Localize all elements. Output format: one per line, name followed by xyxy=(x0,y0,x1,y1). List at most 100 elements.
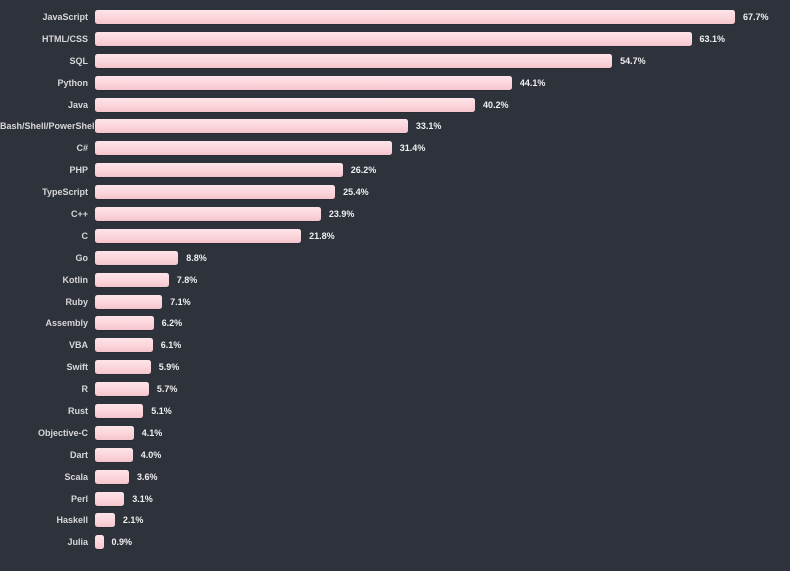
bar-track: 25.4% xyxy=(95,185,790,200)
bar-row: Rust 5.1% xyxy=(0,400,790,422)
bar-track: 0.9% xyxy=(95,535,790,550)
bar-row: Swift 5.9% xyxy=(0,356,790,378)
bar-track: 33.1% xyxy=(95,119,790,134)
bar xyxy=(95,513,115,528)
bar-row: Bash/Shell/PowerShell 33.1% xyxy=(0,115,790,137)
bar xyxy=(95,75,512,90)
category-label: Go xyxy=(75,252,89,263)
category-label: VBA xyxy=(68,340,88,351)
category-label: Perl xyxy=(70,493,88,504)
bar-track: 6.1% xyxy=(95,338,790,353)
bar-row: C# 31.4% xyxy=(0,137,790,159)
bar xyxy=(95,9,735,24)
value-label: 21.8% xyxy=(309,230,335,241)
category-label: JavaScript xyxy=(42,11,88,22)
bar xyxy=(95,31,692,46)
category-label: Swift xyxy=(66,362,89,373)
bar-track: 2.1% xyxy=(95,513,790,528)
category-label: Rust xyxy=(68,405,88,416)
bar-track: 7.8% xyxy=(95,272,790,287)
bar xyxy=(95,272,169,287)
value-label: 33.1% xyxy=(415,121,442,132)
bar xyxy=(95,53,613,68)
value-label: 4.1% xyxy=(141,427,163,438)
bar-track: 44.1% xyxy=(95,75,790,90)
bar-row: Kotlin 7.8% xyxy=(0,269,790,291)
bar-track: 5.9% xyxy=(95,360,790,375)
bar-row: Dart 4.0% xyxy=(0,444,790,466)
bar-row: VBA 6.1% xyxy=(0,334,790,356)
bar xyxy=(95,163,343,178)
category-label: R xyxy=(81,384,89,395)
category-label: Scala xyxy=(64,471,88,482)
category-label: C xyxy=(81,230,89,241)
category-label: Julia xyxy=(67,537,88,548)
bar-row: R 5.7% xyxy=(0,378,790,400)
bar-row: Assembly 6.2% xyxy=(0,312,790,334)
value-label: 7.8% xyxy=(176,274,198,285)
value-label: 2.1% xyxy=(122,515,144,526)
value-label: 40.2% xyxy=(483,99,509,110)
bar xyxy=(95,447,133,462)
value-label: 54.7% xyxy=(620,55,646,66)
bar xyxy=(95,382,149,397)
bar-row: SQL 54.7% xyxy=(0,50,790,72)
bar-track: 4.1% xyxy=(95,425,790,440)
bar xyxy=(95,535,104,550)
bar-track: 26.2% xyxy=(95,163,790,178)
bar-track: 4.0% xyxy=(95,447,790,462)
bar xyxy=(95,316,154,331)
value-label: 5.7% xyxy=(156,384,178,395)
bar xyxy=(95,185,336,200)
category-label: Java xyxy=(67,99,88,110)
value-label: 63.1% xyxy=(699,33,726,44)
value-label: 26.2% xyxy=(350,165,377,176)
value-label: 31.4% xyxy=(399,143,426,154)
bar xyxy=(95,119,408,134)
category-label: Python xyxy=(57,77,89,88)
bar xyxy=(95,360,151,375)
bar-track: 7.1% xyxy=(95,294,790,309)
category-label: Assembly xyxy=(45,318,88,329)
bar-row: Perl 3.1% xyxy=(0,488,790,510)
bar xyxy=(95,250,179,265)
bar-track: 3.6% xyxy=(95,469,790,484)
bar-row: Ruby 7.1% xyxy=(0,291,790,313)
bar-row: C++ 23.9% xyxy=(0,203,790,225)
bar xyxy=(95,425,134,440)
bar xyxy=(95,403,144,418)
bar-track: 31.4% xyxy=(95,141,790,156)
category-label: SQL xyxy=(69,55,88,66)
bar-track: 67.7% xyxy=(95,9,790,24)
value-label: 4.0% xyxy=(140,449,162,460)
bar-row: JavaScript 67.7% xyxy=(0,6,790,28)
bar-track: 6.2% xyxy=(95,316,790,331)
bar-track: 8.8% xyxy=(95,250,790,265)
category-label: Bash/Shell/PowerShell xyxy=(0,121,98,132)
value-label: 5.1% xyxy=(151,405,172,416)
category-label: Objective-C xyxy=(37,427,88,438)
bar-track: 54.7% xyxy=(95,53,790,68)
bar-track: 40.2% xyxy=(95,97,790,112)
category-label: PHP xyxy=(69,165,88,176)
bar-track: 23.9% xyxy=(95,206,790,221)
category-label: C++ xyxy=(70,208,88,219)
value-label: 6.1% xyxy=(160,340,182,351)
value-label: 23.9% xyxy=(328,208,355,219)
bar-row: HTML/CSS 63.1% xyxy=(0,28,790,50)
value-label: 3.1% xyxy=(132,493,153,504)
bar-row: Python 44.1% xyxy=(0,72,790,94)
value-label: 5.9% xyxy=(158,362,180,373)
bar-row: Scala 3.6% xyxy=(0,466,790,488)
bar-row: Objective-C 4.1% xyxy=(0,422,790,444)
bar-row: C 21.8% xyxy=(0,225,790,247)
value-label: 0.9% xyxy=(111,537,133,548)
bar xyxy=(95,469,129,484)
bar-row: PHP 26.2% xyxy=(0,159,790,181)
category-label: TypeScript xyxy=(42,187,88,198)
category-label: Kotlin xyxy=(62,274,89,285)
bar xyxy=(95,97,475,112)
bar xyxy=(95,141,392,156)
value-label: 3.6% xyxy=(137,471,158,482)
